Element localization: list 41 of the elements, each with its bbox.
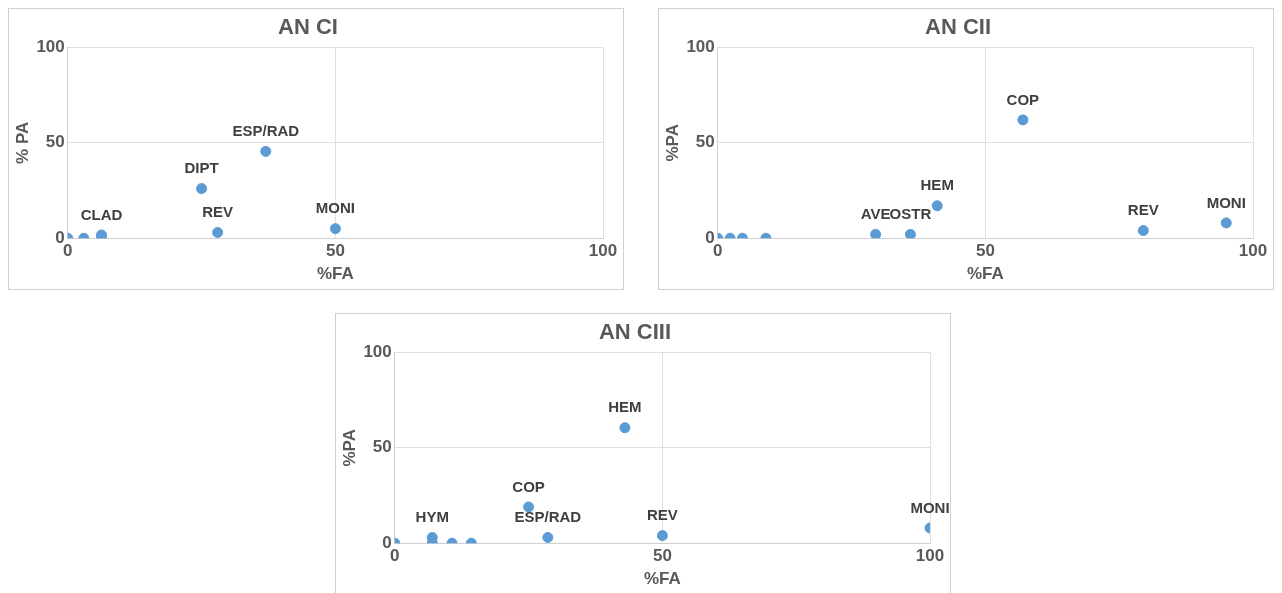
data-label: COP xyxy=(1006,90,1040,108)
data-label: HEM xyxy=(608,398,642,416)
data-label: COP xyxy=(512,477,545,495)
y-axis-title: %PA xyxy=(662,124,682,162)
y-tick-label: 0 xyxy=(382,532,392,552)
data-label: MONI xyxy=(315,199,355,217)
y-tick-label: 100 xyxy=(363,342,392,362)
x-axis-title: %FA xyxy=(643,569,681,589)
y-tick-label: 0 xyxy=(705,227,715,247)
x-axis-title: %FA xyxy=(316,264,354,284)
y-tick-label: 100 xyxy=(686,37,715,57)
x-tick-label: 50 xyxy=(325,241,345,261)
data-label: REV xyxy=(1127,201,1159,219)
chart-title: AN CIII xyxy=(598,319,672,345)
data-label: ESP/RAD xyxy=(514,508,582,526)
y-tick-label: 50 xyxy=(372,437,392,457)
data-label: HYM xyxy=(415,508,449,526)
y-axis-title: %PA xyxy=(339,429,359,467)
x-tick-label: 100 xyxy=(915,546,945,566)
y-tick-label: 50 xyxy=(45,132,65,152)
x-tick-label: 100 xyxy=(588,241,618,261)
data-label: AVE xyxy=(860,205,891,223)
y-tick-label: 100 xyxy=(36,37,65,57)
x-axis-title: %FA xyxy=(966,264,1004,284)
data-label: MONI xyxy=(1206,193,1246,211)
data-label: REV xyxy=(646,506,678,524)
data-label: CLAD xyxy=(80,205,123,223)
x-tick-label: 50 xyxy=(975,241,995,261)
y-axis-title: % PA xyxy=(12,121,32,164)
data-label: REV xyxy=(202,203,234,221)
data-label: MONI xyxy=(910,498,950,516)
x-tick-label: 50 xyxy=(652,546,672,566)
y-tick-label: 50 xyxy=(695,132,715,152)
chart-title: AN CI xyxy=(278,14,338,40)
data-label: HEM xyxy=(920,176,954,194)
data-label: DIPT xyxy=(184,159,219,177)
data-label: OSTR xyxy=(889,205,932,223)
y-tick-label: 0 xyxy=(55,227,65,247)
data-label: ESP/RAD xyxy=(232,122,300,140)
x-tick-label: 100 xyxy=(1238,241,1268,261)
chart-title: AN CII xyxy=(925,14,991,40)
